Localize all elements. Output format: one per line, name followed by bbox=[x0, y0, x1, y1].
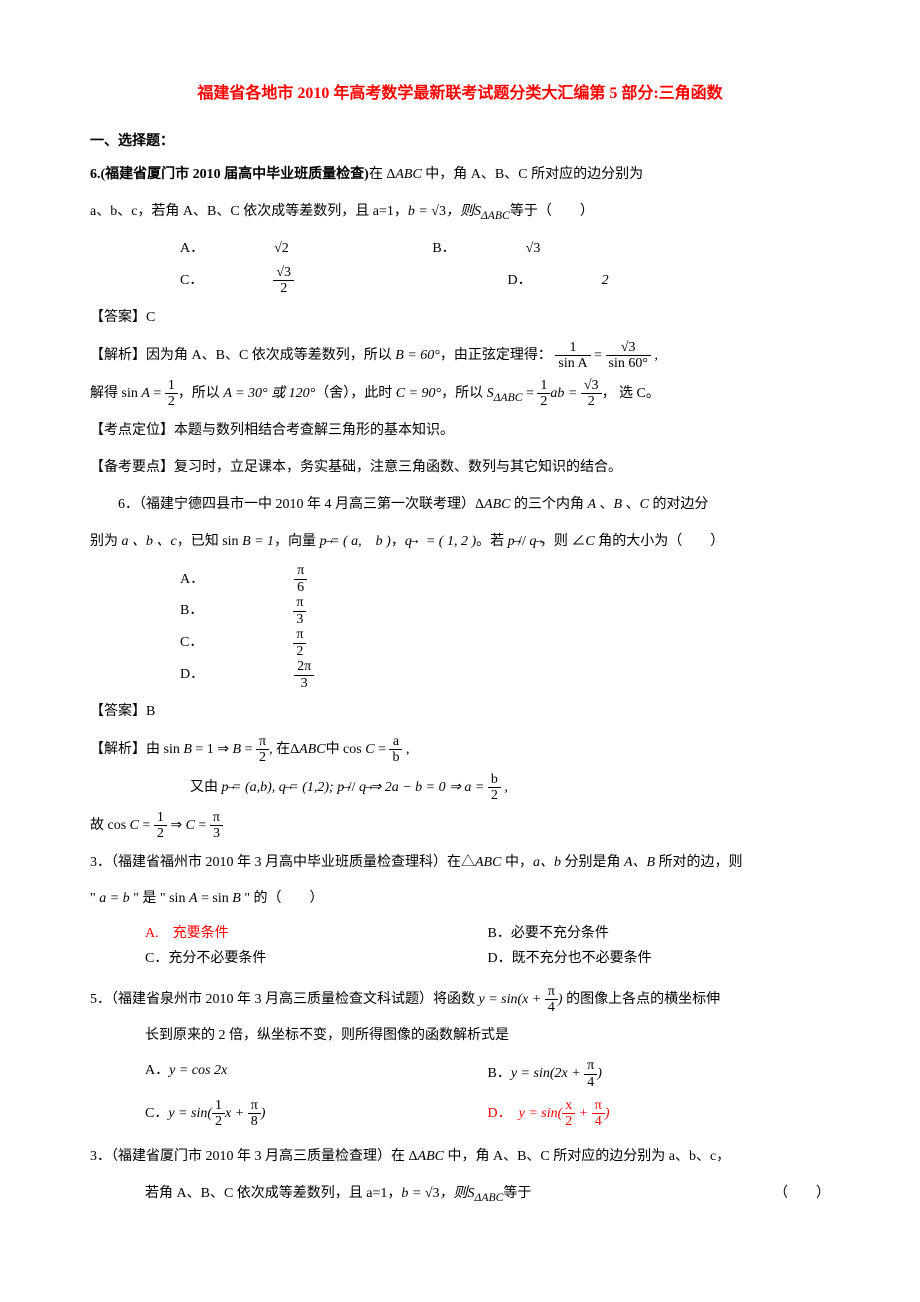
q6a-explain-line2: 解得 sin A = 12，所以 A = 30° 或 120°（舍），此时 C … bbox=[90, 378, 830, 411]
q6b-stem-line2: 别为 a 、b 、c，已知 sin B = 1，向量 →p = ( a, b )… bbox=[90, 527, 830, 558]
q3a-optC: C．充分不必要条件 bbox=[145, 946, 488, 971]
q6a-sub: ΔABC bbox=[481, 209, 510, 222]
q3b-t3: 若角 A、B、C 依次成等差数列，且 a=1， bbox=[145, 1186, 401, 1201]
q6a-stem-line2: a、b、c，若角 A、B、C 依次成等差数列，且 a=1，b = √3，则SΔA… bbox=[90, 197, 830, 228]
q6b-optC: C．π2 bbox=[180, 627, 486, 659]
q3a-optD: D．既不充分也不必要条件 bbox=[488, 946, 831, 971]
q3a-stem-line1: 3．（福建省福州市 2010 年 3 月高中毕业班质量检查理科）在△ABC 中，… bbox=[90, 848, 830, 879]
q6a-explain-line1: 【解析】因为角 A、B、C 依次成等差数列，所以 B = 60°，由正弦定理得：… bbox=[90, 340, 830, 372]
q5-options-row2: C．y = sin(12x + π8) D． y = sin(x2 + π4) bbox=[90, 1098, 830, 1130]
q6a-optC: C．√32 bbox=[180, 265, 434, 297]
q6b-optD: D．2π3 bbox=[180, 659, 494, 691]
q3b-stem-line1: 3．（福建省厦门市 2010 年 3 月高三质量检查理）在 ΔABC 中，角 A… bbox=[90, 1142, 830, 1173]
q3a-optA: A. 充要条件 bbox=[145, 921, 488, 946]
section-1-header: 一、选择题： bbox=[90, 129, 830, 154]
q3a-stem-line2: " a = b " 是 " sin A = sin B " 的（ ） bbox=[90, 884, 830, 915]
q6b-explain-line3: 故 cos C = 12 ⇒ C = π3 bbox=[90, 810, 830, 842]
q5-optB: B．y = sin(2x + π4) bbox=[488, 1058, 831, 1090]
document-title: 福建省各地市 2010 年高考数学最新联考试题分类大汇编第 5 部分:三角函数 bbox=[90, 80, 830, 109]
q3b-trail: 等于 bbox=[503, 1186, 531, 1201]
q3b-stem-line2: 若角 A、B、C 依次成等差数列，且 a=1，b = √3，则SΔABC等于 （… bbox=[90, 1179, 830, 1210]
q5-optD: D． y = sin(x2 + π4) bbox=[488, 1098, 831, 1130]
q6b-optA: A．π6 bbox=[180, 563, 487, 595]
q6b-options: A．π6 B．π3 C．π2 D．2π3 bbox=[90, 563, 830, 691]
q6a-t1: 在 Δ bbox=[369, 167, 396, 182]
q3a-options-row2: C．充分不必要条件 D．既不充分也不必要条件 bbox=[90, 946, 830, 971]
q6a-optA: A．√2 bbox=[180, 234, 359, 265]
q6a-kaodian: 【考点定位】本题与数列相结合考查解三角形的基本知识。 bbox=[90, 416, 830, 447]
q5-options-row1: A．y = cos 2x B．y = sin(2x + π4) bbox=[90, 1058, 830, 1090]
q6a-optB: B．√3 bbox=[432, 234, 610, 265]
q6b-optB: B．π3 bbox=[180, 595, 486, 627]
q6a-optD: D．2 bbox=[508, 266, 679, 297]
q6b-explain-line2: 又由 →p = (a,b), →q = (1,2); →p // →q ⇒ 2a… bbox=[90, 772, 830, 804]
q3b-beq: b = √3，则SΔABC bbox=[401, 1186, 503, 1201]
q6a-t2: 中，角 A、B、C 所对应的边分别为 bbox=[422, 167, 643, 182]
q6a-stem-line1: 6.(福建省厦门市 2010 届高中毕业班质量检查)在 ΔABC 中，角 A、B… bbox=[90, 160, 830, 191]
q6a-beikao: 【备考要点】复习时，立足课本，务实基础，注意三角函数、数列与其它知识的结合。 bbox=[90, 453, 830, 484]
q6a-b-eq: b = √3，则SΔABC bbox=[408, 204, 510, 219]
q6a-trail: 等于（ ） bbox=[510, 204, 594, 219]
q6a-answer: 【答案】C bbox=[90, 303, 830, 334]
q6b-explain-line1: 【解析】由 sin B = 1 ⇒ B = π2, 在ΔABC中 cos C =… bbox=[90, 734, 830, 766]
q6a-source: 6.(福建省厦门市 2010 届高中毕业班质量检查) bbox=[90, 167, 369, 182]
q6a-t3: a、b、c，若角 A、B、C 依次成等差数列，且 a=1， bbox=[90, 204, 408, 219]
q3a-options-row1: A. 充要条件 B．必要不充分条件 bbox=[90, 921, 830, 946]
q6a-options: A．√2 B．√3 C．√32 D．2 bbox=[90, 234, 830, 297]
q5-optA: A．y = cos 2x bbox=[145, 1058, 488, 1090]
q3b-blank: （ ） bbox=[774, 1179, 830, 1210]
q6a-abc: ABC bbox=[395, 167, 421, 182]
q6b-answer: 【答案】B bbox=[90, 697, 830, 728]
q5-stem-line2: 长到原来的 2 倍，纵坐标不变，则所得图像的函数解析式是 bbox=[90, 1021, 830, 1052]
q3a-optB: B．必要不充分条件 bbox=[488, 921, 831, 946]
q5-optC: C．y = sin(12x + π8) bbox=[145, 1098, 488, 1130]
q6b-stem-line1: 6．（福建宁德四县市一中 2010 年 4 月高三第一次联考理）ΔABC 的三个… bbox=[90, 490, 830, 521]
q5-stem-line1: 5．（福建省泉州市 2010 年 3 月高三质量检查文科试题）将函数 y = s… bbox=[90, 984, 830, 1016]
